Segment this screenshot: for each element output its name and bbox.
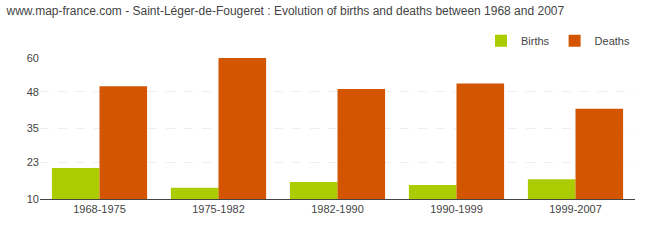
svg-text:Deaths: Deaths <box>595 35 630 47</box>
svg-text:www.map-france.com - Saint-Lég: www.map-france.com - Saint-Léger-de-Foug… <box>6 4 565 18</box>
svg-text:1982-1990: 1982-1990 <box>311 203 364 215</box>
svg-text:48: 48 <box>27 86 39 98</box>
svg-text:10: 10 <box>27 193 39 205</box>
svg-text:1990-1999: 1990-1999 <box>430 203 483 215</box>
svg-text:60: 60 <box>27 52 39 64</box>
svg-text:35: 35 <box>27 122 39 134</box>
svg-text:23: 23 <box>27 156 39 168</box>
svg-text:Births: Births <box>521 35 550 47</box>
svg-text:1968-1975: 1968-1975 <box>73 203 126 215</box>
svg-text:1999-2007: 1999-2007 <box>549 203 602 215</box>
svg-text:1975-1982: 1975-1982 <box>192 203 245 215</box>
